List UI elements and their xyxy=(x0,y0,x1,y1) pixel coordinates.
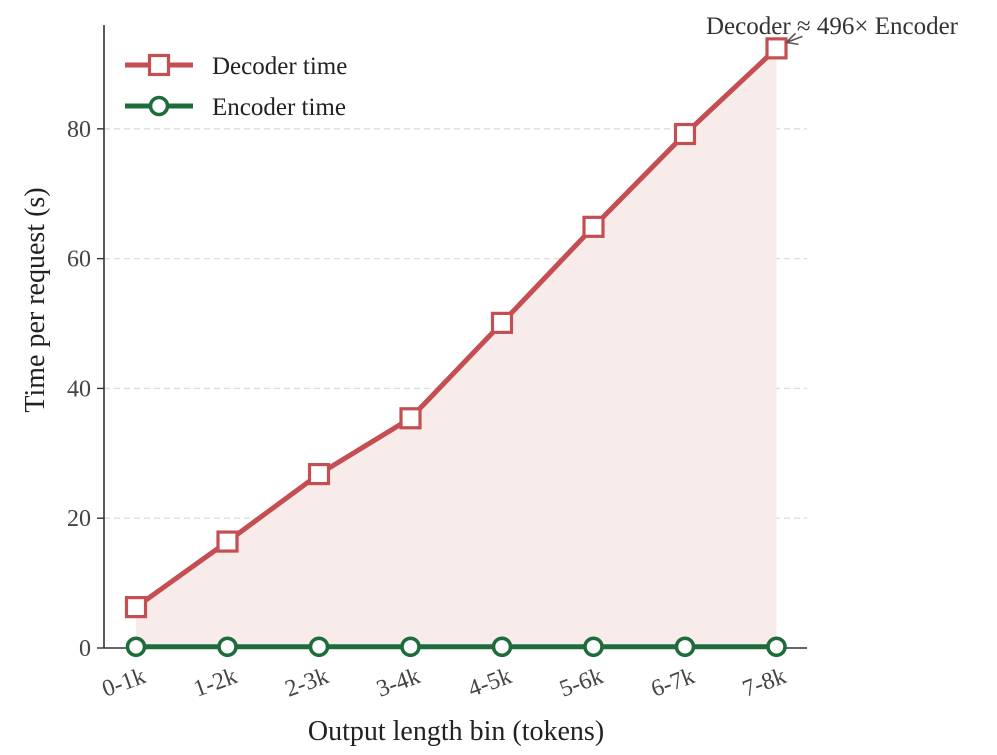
encoder-time-point xyxy=(674,636,696,658)
x-tick-label: 0-1k xyxy=(99,663,149,702)
x-tick-label: 1-2k xyxy=(190,663,240,702)
x-axis-title: Output length bin (tokens) xyxy=(308,716,604,747)
decoder-time-point xyxy=(399,407,422,430)
x-tick-label: 5-6k xyxy=(556,663,606,702)
y-axis-title: Time per request (s) xyxy=(20,187,51,412)
series-layer xyxy=(124,37,788,658)
y-tick-label: 60 xyxy=(67,247,91,273)
encoder-time-point xyxy=(125,636,147,658)
legend-swatch-marker xyxy=(148,95,170,117)
y-tick-label: 20 xyxy=(67,506,91,532)
decoder-time-point xyxy=(673,122,697,146)
y-tick-label: 80 xyxy=(67,117,91,143)
decoder-time-line xyxy=(134,46,779,610)
decoder-area-fill xyxy=(136,48,777,649)
encoder-time-point xyxy=(308,636,330,658)
x-tick-label: 2-3k xyxy=(282,663,332,702)
decoder-time-point xyxy=(216,530,239,553)
x-tick-label: 6-7k xyxy=(648,663,698,702)
annotation-text: Decoder ≈ 496× Encoder xyxy=(706,13,959,40)
annotation: Decoder ≈ 496× Encoder xyxy=(706,13,959,46)
x-tick-label: 7-8k xyxy=(739,663,789,702)
encoder-time-point xyxy=(766,636,787,658)
encoder-time-point xyxy=(583,636,604,658)
x-tick-label: 3-4k xyxy=(373,663,423,702)
annotation-arrow-head xyxy=(784,32,799,46)
encoder-time-point xyxy=(217,636,238,658)
decoder-time-point xyxy=(307,462,331,486)
legend-label: Decoder time xyxy=(212,53,347,80)
decoder-time-point xyxy=(582,215,605,238)
annotation-arrow xyxy=(786,35,803,44)
encoder-time-point xyxy=(491,636,513,658)
x-tick-label: 4-5k xyxy=(465,663,515,702)
y-tick-label: 40 xyxy=(67,376,91,402)
legend-label: Encoder time xyxy=(212,94,346,121)
legend-item-encoder-time: Encoder time xyxy=(125,94,346,121)
legend-swatch-marker xyxy=(147,53,171,77)
y-axis-ticks: 0 20 40 60 80 xyxy=(67,117,104,662)
decoder-time-point xyxy=(765,37,788,60)
decoder-time-point xyxy=(124,596,148,619)
y-tick-label: 0 xyxy=(79,636,91,662)
encoder-time-point xyxy=(400,636,421,658)
legend-item-decoder-time: Decoder time xyxy=(125,53,347,80)
decoder-time-point xyxy=(490,311,514,334)
x-axis-ticks: 0-1k 1-2k 2-3k 3-4k 4-5k 5-6k 6-7k 7-8k xyxy=(99,648,790,703)
legend: Decoder time Encoder time xyxy=(125,53,347,121)
